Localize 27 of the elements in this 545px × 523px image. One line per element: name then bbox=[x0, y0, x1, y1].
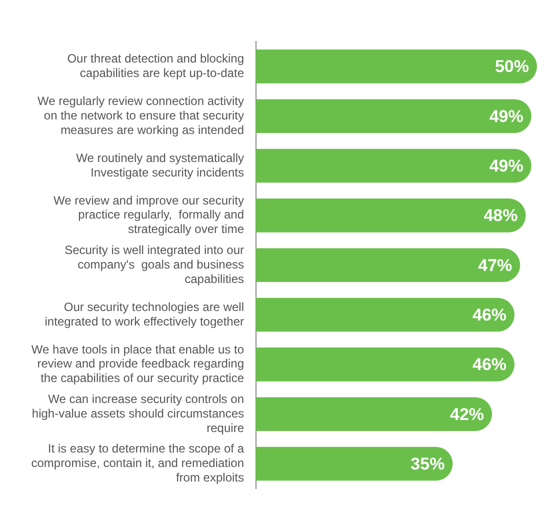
y-tick-label: We review and improve our security practice regularly, formally and strategically over time bbox=[53, 193, 244, 236]
y-tick-label: We routinely and systematically Investigate security incidents bbox=[76, 150, 244, 180]
data-label: 49% bbox=[489, 106, 524, 126]
y-tick-label: Security is well integrated into our company's goals and business capabilities bbox=[64, 243, 244, 286]
y-tick-label: We can increase security controls on high-value assets should circumstances require bbox=[32, 392, 244, 435]
y-tick-label: We regularly review connection activity on the network to ensure that security measures are working as intended bbox=[37, 94, 244, 137]
data-label: 35% bbox=[410, 454, 445, 474]
data-label: 46% bbox=[472, 305, 507, 324]
y-tick-label: It is easy to determine the scope of a compromise, contain it, and remediation from exploits bbox=[31, 442, 244, 484]
bar bbox=[256, 99, 532, 133]
y-tick-label: We have tools in place that enable us to review and provide feedback regarding the capabilities of our security practice bbox=[31, 342, 244, 386]
data-label: 47% bbox=[478, 256, 512, 275]
bar bbox=[256, 148, 532, 183]
bar bbox=[256, 446, 453, 481]
bar bbox=[256, 348, 515, 382]
data-label: 50% bbox=[494, 57, 529, 76]
bar bbox=[256, 298, 515, 332]
bar bbox=[256, 50, 537, 84]
bar bbox=[256, 248, 520, 282]
y-tick-label: Our threat detection and blocking capabilities are kept up-to-date bbox=[67, 52, 244, 80]
bar bbox=[256, 198, 526, 232]
y-tick-label: Our security technologies are well integrated to work effectively together bbox=[44, 300, 244, 328]
data-label: 42% bbox=[450, 404, 484, 424]
data-label: 49% bbox=[489, 156, 524, 176]
bar bbox=[256, 397, 492, 431]
data-label: 48% bbox=[484, 206, 518, 226]
data-label: 46% bbox=[472, 355, 507, 374]
